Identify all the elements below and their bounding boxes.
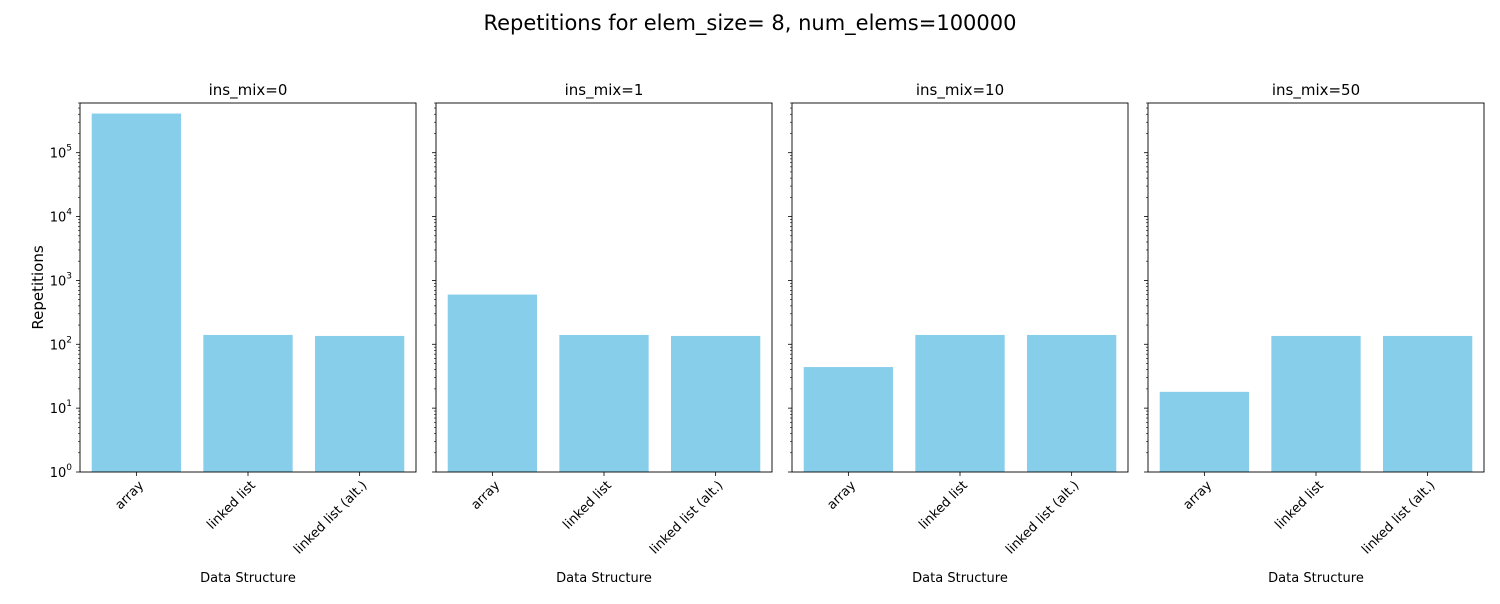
x-tick-label: array [824,478,859,513]
bar-linked-list [1271,335,1361,472]
x-axis-label: Data Structure [1268,571,1364,586]
x-axis-label: Data Structure [200,571,296,586]
bar-array [1159,391,1250,472]
y-axis-label: Repetitions [29,245,47,330]
panel-title: ins_mix=0 [209,81,288,100]
bar-array [91,113,182,472]
y-tick-label: 101 [50,399,72,417]
x-tick-label: array [468,478,503,513]
bar-linked-list-alt [314,335,405,472]
x-tick-label: linked list [204,478,258,532]
panel-1: array linked list linked list (alt.) 100 101… [50,81,417,586]
axes-frame [79,102,417,473]
panel-3: array linked list linked list (alt.) ins_mi… [788,81,1129,586]
x-tick-label: linked list (alt.) [647,478,726,557]
bar-array [803,367,894,472]
y-tick-label: 105 [50,144,72,162]
bar-linked-list [559,334,649,472]
panel-title: ins_mix=10 [916,81,1004,100]
panel-title: ins_mix=50 [1272,81,1360,100]
axes-frame [435,102,773,473]
bar-linked-list [915,334,1005,472]
figure-title: Repetitions for elem_size= 8, num_elems=… [483,11,1016,36]
y-tick-label: 104 [50,208,73,226]
y-tick-label: 100 [50,463,73,481]
y-tick-label: 102 [50,335,72,353]
panel-4: array linked list linked list (alt.) ins_mi… [1144,81,1485,586]
x-tick-label: linked list [916,478,970,532]
x-axis-label: Data Structure [912,571,1008,586]
x-tick-label: array [1180,478,1215,513]
bar-linked-list [203,334,293,472]
bar-linked-list-alt [670,335,761,472]
x-axis-label: Data Structure [556,571,652,586]
x-tick-label: linked list (alt.) [291,478,370,557]
x-tick-label: linked list [1272,478,1326,532]
x-tick-label: array [112,478,147,513]
bar-linked-list-alt [1382,335,1473,472]
axes-frame [791,102,1129,473]
x-tick-label: linked list (alt.) [1359,478,1438,557]
panel-title: ins_mix=1 [565,81,644,100]
bar-linked-list-alt [1026,334,1117,472]
x-tick-label: linked list [560,478,614,532]
bar-array [447,294,538,472]
axes-frame [1147,102,1485,473]
y-tick-label: 103 [50,271,72,289]
x-tick-label: linked list (alt.) [1003,478,1082,557]
panel-2: array linked list linked list (alt.) ins_mi… [432,81,773,586]
panels: array linked list linked list (alt.) 100 101… [29,81,1485,586]
